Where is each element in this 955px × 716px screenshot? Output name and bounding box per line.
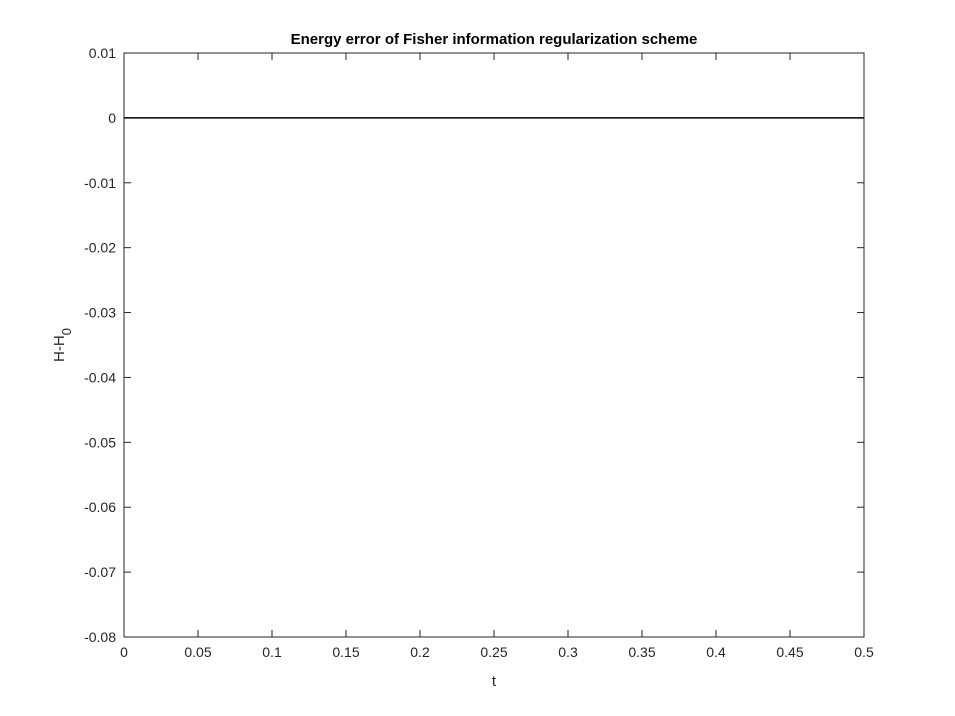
y-tick-label: -0.06	[84, 499, 116, 515]
y-axis-label-subscript: 0	[59, 328, 74, 335]
plot-area	[123, 52, 865, 638]
x-tick-label: 0.4	[706, 644, 726, 660]
y-tick-label: -0.03	[84, 305, 116, 321]
y-tick-label: -0.01	[84, 175, 116, 191]
x-tick-label: 0.1	[262, 644, 282, 660]
x-tick-label: 0.35	[628, 644, 655, 660]
x-tick-label: 0.25	[480, 644, 507, 660]
x-tick-label: 0.2	[410, 644, 430, 660]
x-axis-label: t	[492, 673, 497, 690]
x-tick-label: 0.45	[776, 644, 803, 660]
y-tick-label: 0.01	[89, 45, 116, 61]
x-tick-label: 0.3	[558, 644, 578, 660]
x-tick-label: 0	[120, 644, 128, 660]
y-tick-label: -0.08	[84, 629, 116, 645]
y-tick-label: -0.07	[84, 564, 116, 580]
y-axis-label-main: H-H	[51, 335, 68, 362]
y-tick-label: -0.02	[84, 240, 116, 256]
chart-title: Energy error of Fisher information regul…	[291, 31, 698, 48]
y-axis-label: H-H0	[51, 328, 74, 362]
y-tick-label: 0	[108, 110, 116, 126]
x-tick-label: 0.15	[332, 644, 359, 660]
y-tick-label: -0.04	[84, 369, 116, 385]
x-tick-label: 0.05	[184, 644, 211, 660]
x-tick-label: 0.5	[854, 644, 874, 660]
y-tick-label: -0.05	[84, 434, 116, 450]
